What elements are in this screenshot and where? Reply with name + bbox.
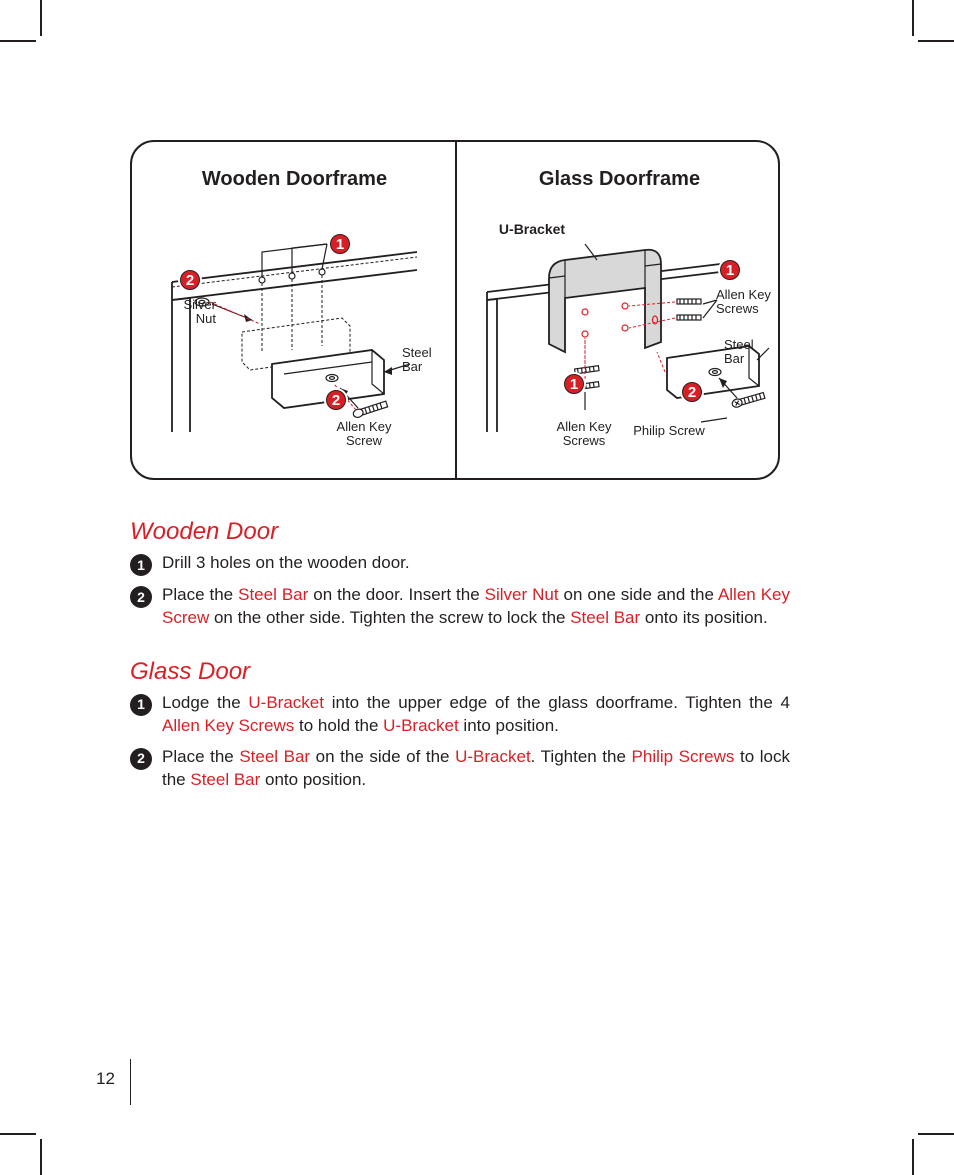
crop-mark: [918, 40, 954, 42]
step-text: Lodge the U-Bracket into the upper edge …: [162, 692, 790, 738]
panel-title-left: Wooden Doorframe: [132, 168, 457, 191]
crop-mark: [40, 0, 42, 36]
badge-red-1rb: 1: [562, 372, 586, 396]
badge-red-2r: 2: [680, 380, 704, 404]
section-wooden: Wooden Door 1 Drill 3 holes on the wooden…: [130, 518, 790, 630]
badge-red-2: 2: [178, 268, 202, 292]
label-steel-bar-l: SteelBar: [402, 346, 452, 373]
label-allen-key-screw: Allen KeyScrew: [324, 420, 404, 447]
step-item: 2 Place the Steel Bar on the side of the …: [130, 746, 790, 792]
content-area: Wooden Doorframe Glass Doorframe: [130, 140, 790, 800]
crop-mark: [0, 1133, 36, 1135]
glass-steps: 1 Lodge the U-Bracket into the upper edge…: [130, 692, 790, 792]
badge-red-1r: 1: [718, 258, 742, 282]
crop-mark: [912, 1139, 914, 1175]
step-text: Place the Steel Bar on the door. Insert …: [162, 584, 790, 630]
step-number-badge: 2: [130, 586, 152, 608]
label-silver-nut: SilverNut: [156, 298, 216, 325]
label-steel-bar-r: SteelBar: [724, 338, 774, 365]
step-number-badge: 1: [130, 694, 152, 716]
crop-mark: [918, 1133, 954, 1135]
section-title-glass: Glass Door: [130, 658, 790, 686]
step-number-badge: 2: [130, 748, 152, 770]
wooden-steps: 1 Drill 3 holes on the wooden door. 2 Place…: [130, 552, 790, 630]
badge-red-2b: 2: [324, 388, 348, 412]
step-number-badge: 1: [130, 554, 152, 576]
label-allen-key-screws-r: Allen KeyScrews: [716, 288, 786, 315]
step-item: 2 Place the Steel Bar on the door. Insert…: [130, 584, 790, 630]
panel-title-right: Glass Doorframe: [457, 168, 782, 191]
page-number: 12: [96, 1069, 115, 1089]
diagram-box: Wooden Doorframe Glass Doorframe: [130, 140, 780, 480]
section-title-wooden: Wooden Door: [130, 518, 790, 546]
step-text: Place the Steel Bar on the side of the U…: [162, 746, 790, 792]
section-glass: Glass Door 1 Lodge the U-Bracket into the…: [130, 658, 790, 792]
label-allen-key-screws-b: Allen KeyScrews: [544, 420, 624, 447]
crop-mark: [40, 1139, 42, 1175]
label-philip-screw: Philip Screw: [624, 424, 714, 438]
crop-mark: [912, 0, 914, 36]
step-text: Drill 3 holes on the wooden door.: [162, 552, 790, 576]
crop-mark: [0, 40, 36, 42]
step-item: 1 Lodge the U-Bracket into the upper edge…: [130, 692, 790, 738]
wooden-diagram: [132, 192, 457, 482]
page-rule: [130, 1059, 131, 1105]
label-u-bracket: U-Bracket: [492, 222, 572, 237]
page: Wooden Doorframe Glass Doorframe: [0, 0, 954, 1175]
badge-red-1: 1: [328, 232, 352, 256]
step-item: 1 Drill 3 holes on the wooden door.: [130, 552, 790, 576]
